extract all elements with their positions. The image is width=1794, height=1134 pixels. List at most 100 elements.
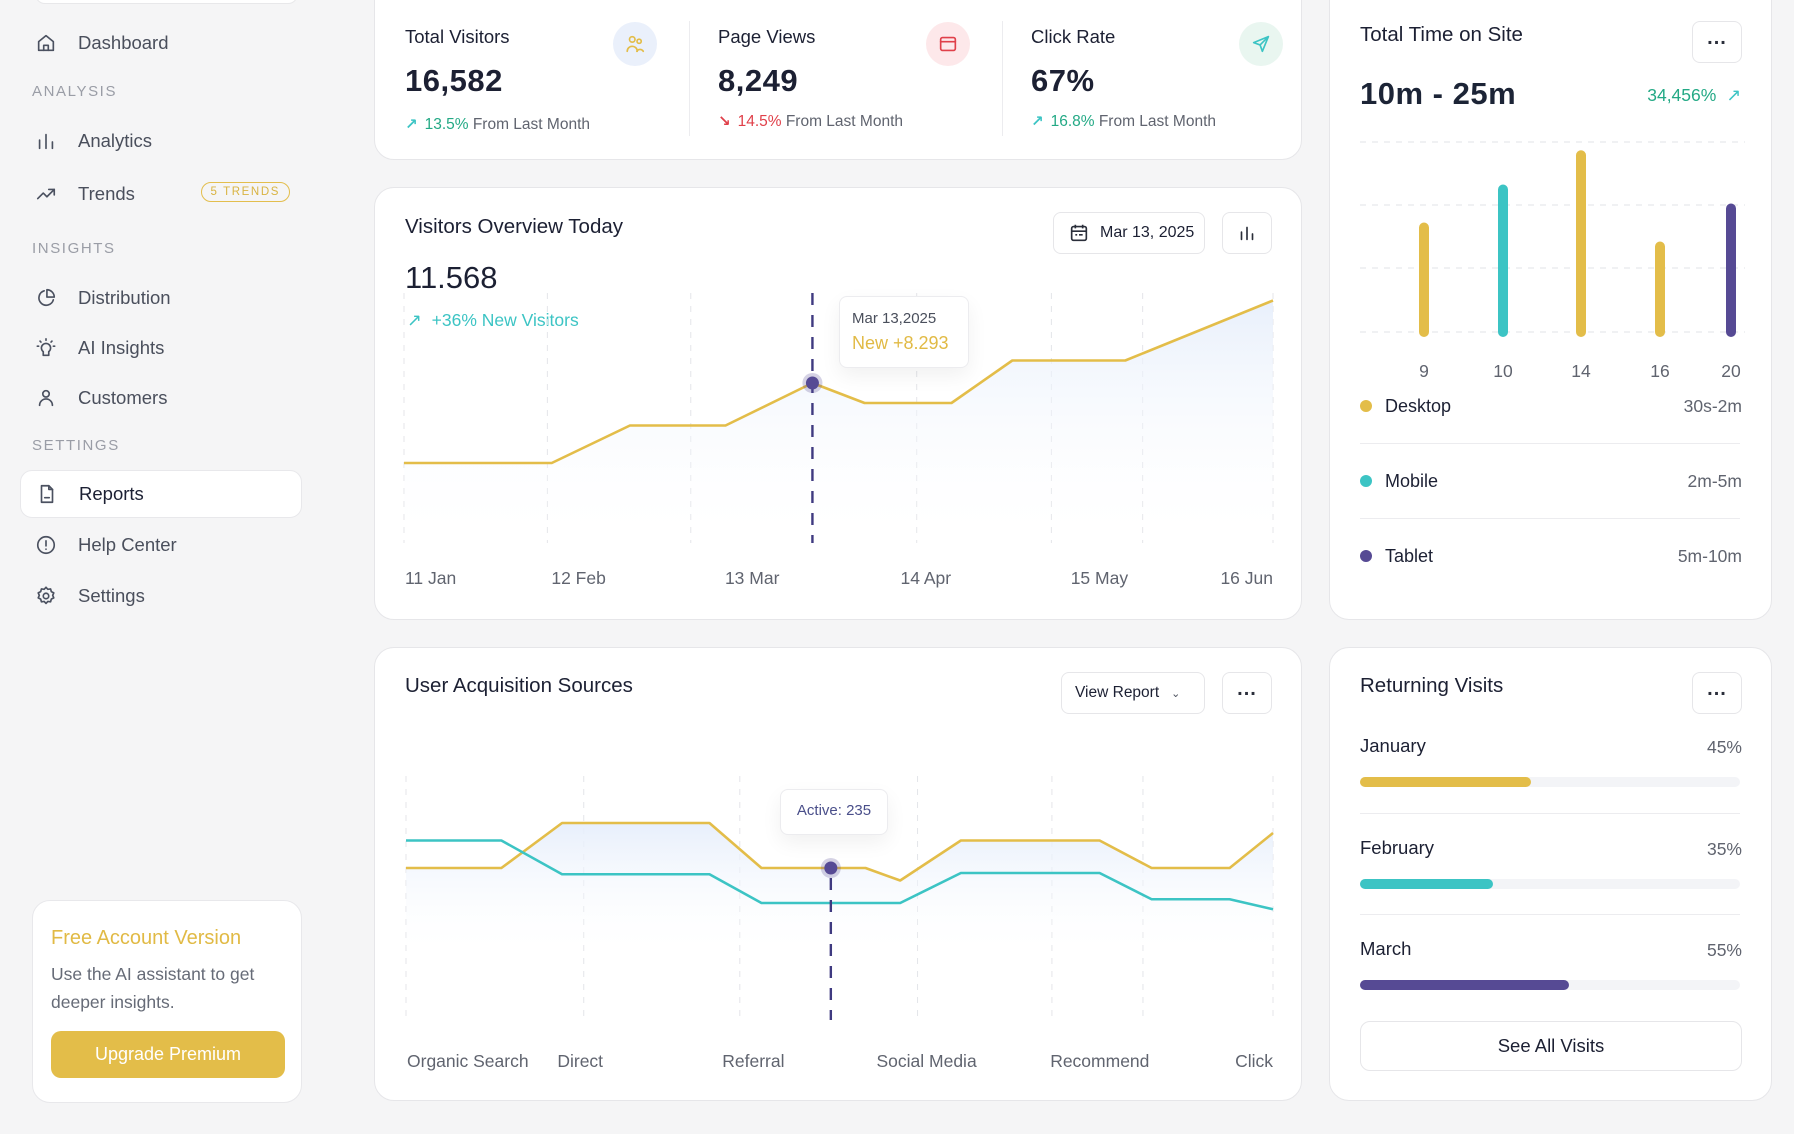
new-visitors-change: ↗ +36% New Visitors [407, 310, 579, 330]
sidebar: Dashboard ANALYSIS Analytics Trends 5 TR… [0, 0, 335, 1134]
gear-icon [34, 584, 58, 608]
chart-tooltip: Mar 13,2025 New +8.293 [839, 296, 969, 368]
lightbulb-icon [34, 336, 58, 360]
returning-row-march: March 55% [1360, 938, 1742, 990]
more-options-button[interactable]: ... [1692, 21, 1742, 63]
view-report-dropdown[interactable]: View Report ⌄ [1061, 672, 1205, 714]
stats-card: Total Visitors 16,582 ↗ 13.5% From Last M… [374, 0, 1302, 160]
x-tick-label: 9 [1419, 361, 1429, 381]
sidebar-item-distribution[interactable]: Distribution [20, 274, 302, 322]
progress-track [1360, 980, 1740, 990]
see-all-visits-button[interactable]: See All Visits [1360, 1021, 1742, 1071]
arrow-up-right-icon: ↗ [1726, 85, 1741, 105]
legend-mobile: Mobile 2m-5m [1360, 461, 1742, 501]
divider [1360, 443, 1740, 444]
progress-fill [1360, 777, 1531, 787]
returning-row-february: February 35% [1360, 837, 1742, 889]
sidebar-item-label: Settings [78, 585, 145, 606]
sidebar-item-dashboard[interactable]: Dashboard [20, 19, 302, 67]
sidebar-top-element[interactable] [35, 0, 298, 4]
sidebar-item-label: Dashboard [78, 32, 169, 53]
sidebar-item-reports[interactable]: Reports [20, 470, 302, 518]
card-title: Returning Visits [1360, 674, 1504, 697]
card-title: Visitors Overview Today [405, 215, 623, 238]
document-icon [35, 482, 59, 506]
highlight-point [824, 861, 838, 875]
trending-up-icon [34, 182, 58, 206]
user-acquisition-card: User Acquisition Sources View Report ⌄ ..… [374, 647, 1302, 1101]
x-tick-label: 11 Jan [405, 568, 457, 588]
stat-value: 16,582 [405, 63, 503, 98]
sidebar-item-settings[interactable]: Settings [20, 572, 302, 620]
desktop-dot [1360, 400, 1372, 412]
sidebar-item-help-center[interactable]: Help Center [20, 521, 302, 569]
section-label-insights: INSIGHTS [32, 240, 116, 257]
promo-card: Free Account Version Use the AI assistan… [32, 900, 302, 1103]
chevron-down-icon: ⌄ [1171, 687, 1181, 700]
sidebar-item-label: Analytics [78, 130, 153, 151]
x-tick-label: 12 Feb [551, 568, 606, 588]
more-options-button[interactable]: ... [1692, 672, 1742, 714]
chart-type-button[interactable] [1222, 212, 1272, 254]
x-tick-label: Organic Search [407, 1051, 529, 1071]
more-icon: ... [1707, 27, 1727, 49]
time-on-site-card: Total Time on Site ... 10m - 25m 34,456%… [1329, 0, 1772, 620]
stat-label: Click Rate [1031, 26, 1116, 47]
more-icon: ... [1707, 678, 1727, 700]
stat-change: ↗ 13.5% From Last Month [405, 116, 590, 133]
bar-chart-icon [1240, 226, 1254, 241]
time-change: 34,456% ↗ [1647, 85, 1741, 105]
home-icon [34, 31, 58, 55]
sidebar-item-analytics[interactable]: Analytics [20, 117, 302, 165]
returning-row-january: January 45% [1360, 735, 1742, 787]
upgrade-premium-button[interactable]: Upgrade Premium [51, 1031, 285, 1078]
sidebar-item-label: Reports [79, 483, 144, 504]
legend-desktop: Desktop 30s-2m [1360, 386, 1742, 426]
sidebar-item-label: AI Insights [78, 337, 165, 358]
sidebar-item-trends[interactable]: Trends 5 TRENDS [20, 170, 302, 218]
calendar-icon [1070, 224, 1088, 242]
x-tick-label: 16 [1650, 361, 1670, 381]
chart-tooltip: Active: 235 [780, 789, 888, 835]
users-icon [613, 22, 657, 66]
visitors-line-chart [403, 293, 1274, 548]
area-fill [406, 823, 1273, 958]
progress-fill [1360, 879, 1493, 889]
time-bar-chart [1360, 141, 1745, 337]
promo-text: Use the AI assistant to get deeper insig… [51, 964, 255, 1012]
divider [1360, 813, 1740, 814]
x-tick-label: 14 Apr [900, 568, 952, 588]
highlight-point [805, 376, 819, 390]
x-tick-label: Recommend [1050, 1051, 1150, 1071]
progress-track [1360, 879, 1740, 889]
returning-visits-card: Returning Visits ... January 45% Februar… [1329, 647, 1772, 1101]
stat-click-rate: Click Rate 67% ↗ 16.8% From Last Month [1001, 1, 1301, 161]
divider [689, 21, 690, 136]
sidebar-item-customers[interactable]: Customers [20, 374, 302, 422]
stat-change: ↘ 14.5% From Last Month [718, 113, 903, 130]
area-fill [404, 300, 1273, 548]
tooltip-value: Active: 235 [796, 802, 872, 819]
sidebar-item-ai-insights[interactable]: AI Insights [20, 324, 302, 372]
more-icon: ... [1237, 678, 1257, 700]
send-icon [1239, 22, 1283, 66]
user-icon [34, 386, 58, 410]
arrow-up-right-icon: ↗ [407, 310, 422, 330]
x-tick-label: 15 May [1070, 568, 1129, 588]
x-tick-label: Click [1235, 1051, 1273, 1071]
legend-tablet: Tablet 5m-10m [1360, 536, 1742, 576]
stat-label: Page Views [718, 26, 816, 47]
section-label-analysis: ANALYSIS [32, 83, 118, 100]
series-line [404, 299, 1274, 465]
sidebar-item-label: Trends [78, 183, 135, 204]
alert-circle-icon [34, 533, 58, 557]
acquisition-line-chart [405, 776, 1274, 1020]
tablet-dot [1360, 550, 1372, 562]
time-range-value: 10m - 25m [1360, 76, 1517, 111]
trends-badge: 5 TRENDS [200, 182, 290, 202]
date-picker-button[interactable]: Mar 13, 2025 [1053, 212, 1205, 254]
more-options-button[interactable]: ... [1222, 672, 1272, 714]
divider [1360, 914, 1740, 915]
arrow-up-right-icon: ↗ [405, 116, 418, 133]
stat-label: Total Visitors [405, 26, 510, 47]
